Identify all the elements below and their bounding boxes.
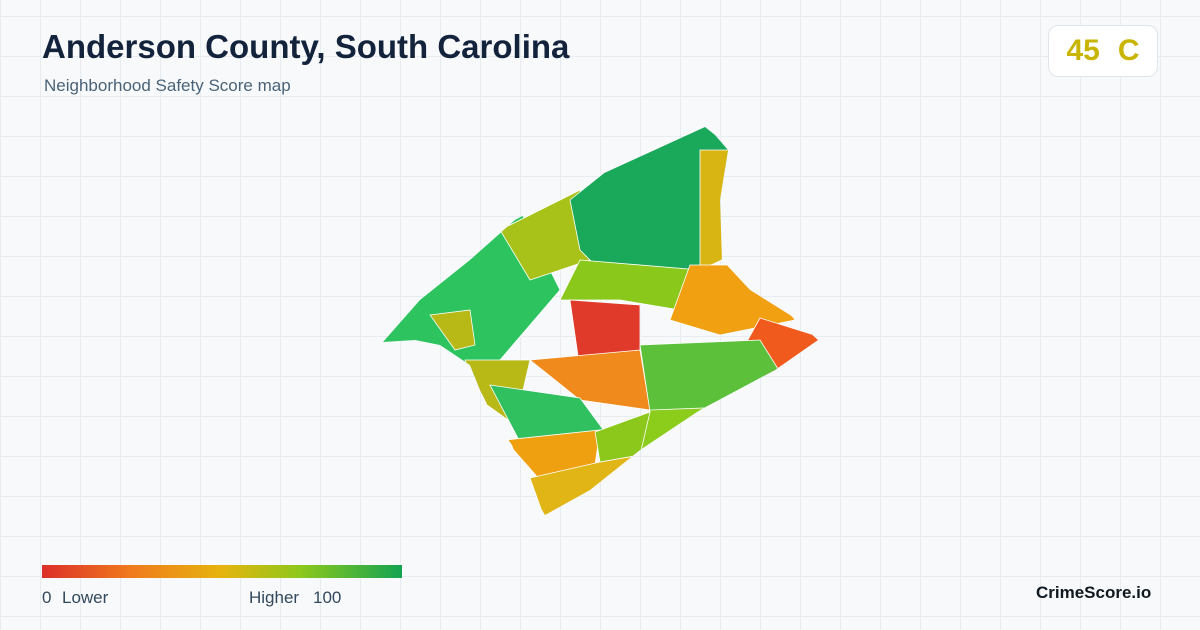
legend-max-label: Higher xyxy=(249,588,300,607)
region xyxy=(639,407,707,456)
score-badge: 45 C xyxy=(1048,25,1158,77)
region xyxy=(429,309,476,351)
brand: CrimeScore.io xyxy=(1036,583,1152,602)
region xyxy=(594,411,651,463)
legend-min: 0 xyxy=(42,588,52,607)
score-value: 45 xyxy=(1066,34,1100,67)
region xyxy=(699,149,736,271)
region xyxy=(559,259,701,311)
subtitle: Neighborhood Safety Score map xyxy=(44,76,291,95)
legend-max: 100 xyxy=(313,588,342,607)
legend-gradient xyxy=(42,565,402,578)
score-grade: C xyxy=(1117,34,1140,67)
neighborhoods xyxy=(383,127,818,515)
legend-min-label: Lower xyxy=(62,588,109,607)
region xyxy=(639,339,781,413)
title: Anderson County, South Carolina xyxy=(42,28,570,65)
